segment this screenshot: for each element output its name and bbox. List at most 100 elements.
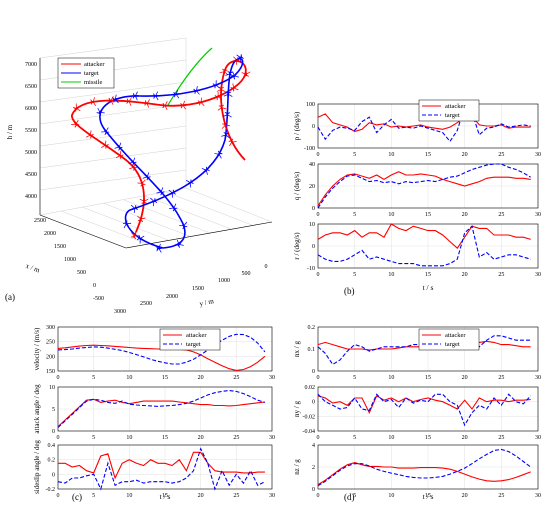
x-tick-label: 10	[388, 493, 394, 499]
a-h-tick: 6500	[25, 84, 37, 90]
x-tick-label: 0	[317, 375, 320, 381]
attacker-aircraft-marker	[241, 65, 251, 78]
x-tick-label: 30	[269, 435, 275, 441]
x-tick-label: 5	[353, 212, 356, 218]
y-tick-label: 0	[312, 400, 315, 406]
y-tick-label: -10	[307, 266, 315, 272]
a-y-tick: 0	[265, 264, 268, 270]
a-x-tick: 2500	[34, 218, 46, 224]
x-tick-label: 25	[233, 435, 239, 441]
attacker-aircraft-marker	[217, 104, 227, 116]
plot-frame	[317, 326, 539, 372]
a-h-tick: 4500	[25, 172, 37, 178]
target-aircraft-marker	[132, 91, 144, 101]
x-tick-label: 20	[198, 435, 204, 441]
target-series-line	[317, 335, 531, 366]
c-subplot-1: 0 5 10 0 5 10 15 20 25 30 attack angle / deg	[33, 384, 275, 441]
target-series-line	[317, 448, 532, 487]
x-tick-label: 30	[269, 375, 275, 381]
x-tick-label: 30	[535, 212, 541, 218]
target-aircraft-marker	[155, 185, 165, 196]
target-aircraft-marker	[214, 150, 223, 162]
a-h-ticks: 7000 6500 6000 5500 5000 4500 4000	[25, 62, 37, 200]
x-tick-label: 25	[233, 375, 239, 381]
y-tick-label: 10	[309, 222, 315, 228]
a-y-tick: 3000	[114, 309, 126, 315]
attacker-aircraft-marker	[98, 140, 109, 149]
a-legend-attacker: attacker	[84, 61, 105, 68]
x-tick-label: 30	[535, 272, 541, 278]
x-axis-label: t / s	[423, 283, 434, 292]
y-tick-label: 100	[306, 102, 315, 108]
y-tick-label: 0.4	[48, 443, 56, 449]
x-tick-label: 25	[498, 375, 504, 381]
y-tick-label: 0.2	[308, 325, 316, 331]
y-tick-label: 0	[312, 124, 315, 130]
attacker-aircraft-marker	[228, 138, 237, 150]
panel-label-d: (d)	[344, 492, 355, 502]
plot-frame	[317, 386, 539, 432]
y-tick-label: 20	[309, 184, 315, 190]
y-tick-label: -100	[304, 146, 315, 152]
attacker-aircraft-marker	[70, 116, 80, 128]
target-aircraft-marker	[175, 237, 185, 248]
y-axis-label: nz / g	[293, 459, 301, 475]
attacker-aircraft-marker	[130, 228, 140, 240]
a-x-tick: 2000	[44, 231, 56, 237]
x-axis-label: t / s	[423, 492, 434, 501]
y-tick-label: 0	[312, 206, 315, 212]
x-tick-label: 15	[162, 375, 168, 381]
y-axis-label: r / (deg/s)	[293, 232, 301, 260]
target-aircraft-marker	[112, 94, 124, 103]
x-tick-label: 30	[269, 493, 275, 499]
b-subplot-1: 0 20 40 0 5 10 15 20 25 30 q / (deg/s)	[293, 162, 541, 218]
y-tick-label: -0.04	[303, 429, 316, 435]
attacker-series-line	[317, 113, 531, 133]
a-legend-target: target	[84, 70, 99, 77]
attacker-series-line	[317, 223, 531, 250]
legend-box	[418, 99, 480, 122]
x-tick-label: 0	[57, 435, 60, 441]
a-h-tick: 4000	[25, 194, 37, 200]
x-tick-label: 15	[162, 493, 168, 499]
legend-target-label: target	[445, 112, 460, 119]
y-tick-label: -0.2	[46, 487, 56, 493]
y-tick-label: 0	[312, 487, 315, 493]
d-subplot-0: 0 0.1 0.2 0 5 10 15 20 25 30 nx / g	[293, 325, 541, 381]
y-tick-label: 150	[46, 369, 55, 375]
target-aircraft-marker	[126, 204, 138, 214]
attacker-series-line	[58, 451, 265, 480]
x-tick-label: 5	[92, 435, 95, 441]
target-series-line	[317, 105, 531, 143]
a-y-tick: 1000	[218, 278, 230, 284]
target-aircraft-marker	[153, 91, 165, 101]
target-aircraft-marker	[173, 89, 185, 99]
legend-target-label: target	[445, 341, 460, 348]
attacker-aircraft-marker	[230, 82, 241, 92]
x-tick-label: 10	[126, 435, 132, 441]
x-tick-label: 10	[388, 272, 394, 278]
attacker-aircraft-marker	[137, 175, 146, 187]
a-legend: attacker target missile	[57, 57, 115, 89]
attacker-aircraft-marker	[144, 99, 156, 108]
target-series-line	[317, 393, 532, 427]
legend-attacker-label: attacker	[445, 332, 466, 339]
target-series-line	[57, 447, 266, 491]
attacker-aircraft-marker	[127, 161, 138, 171]
x-tick-label: 20	[462, 375, 468, 381]
a-x-ticks: 2500 2000 1500 1000 500 0 -500	[34, 218, 104, 302]
target-aircraft-marker	[168, 201, 178, 212]
x-tick-label: 20	[198, 375, 204, 381]
y-tick-label: 200	[46, 354, 55, 360]
attacker-aircraft-marker	[214, 91, 226, 101]
y-tick-label: 0	[52, 472, 55, 478]
a-y-tick: 1500	[192, 286, 204, 292]
a-y-tick: 2500	[140, 301, 152, 307]
x-tick-label: 5	[353, 493, 356, 499]
x-tick-label: 10	[388, 212, 394, 218]
attacker-aircraft-marker	[216, 86, 226, 98]
a-h-label: h / m	[6, 124, 14, 139]
x-tick-label: 15	[425, 272, 431, 278]
